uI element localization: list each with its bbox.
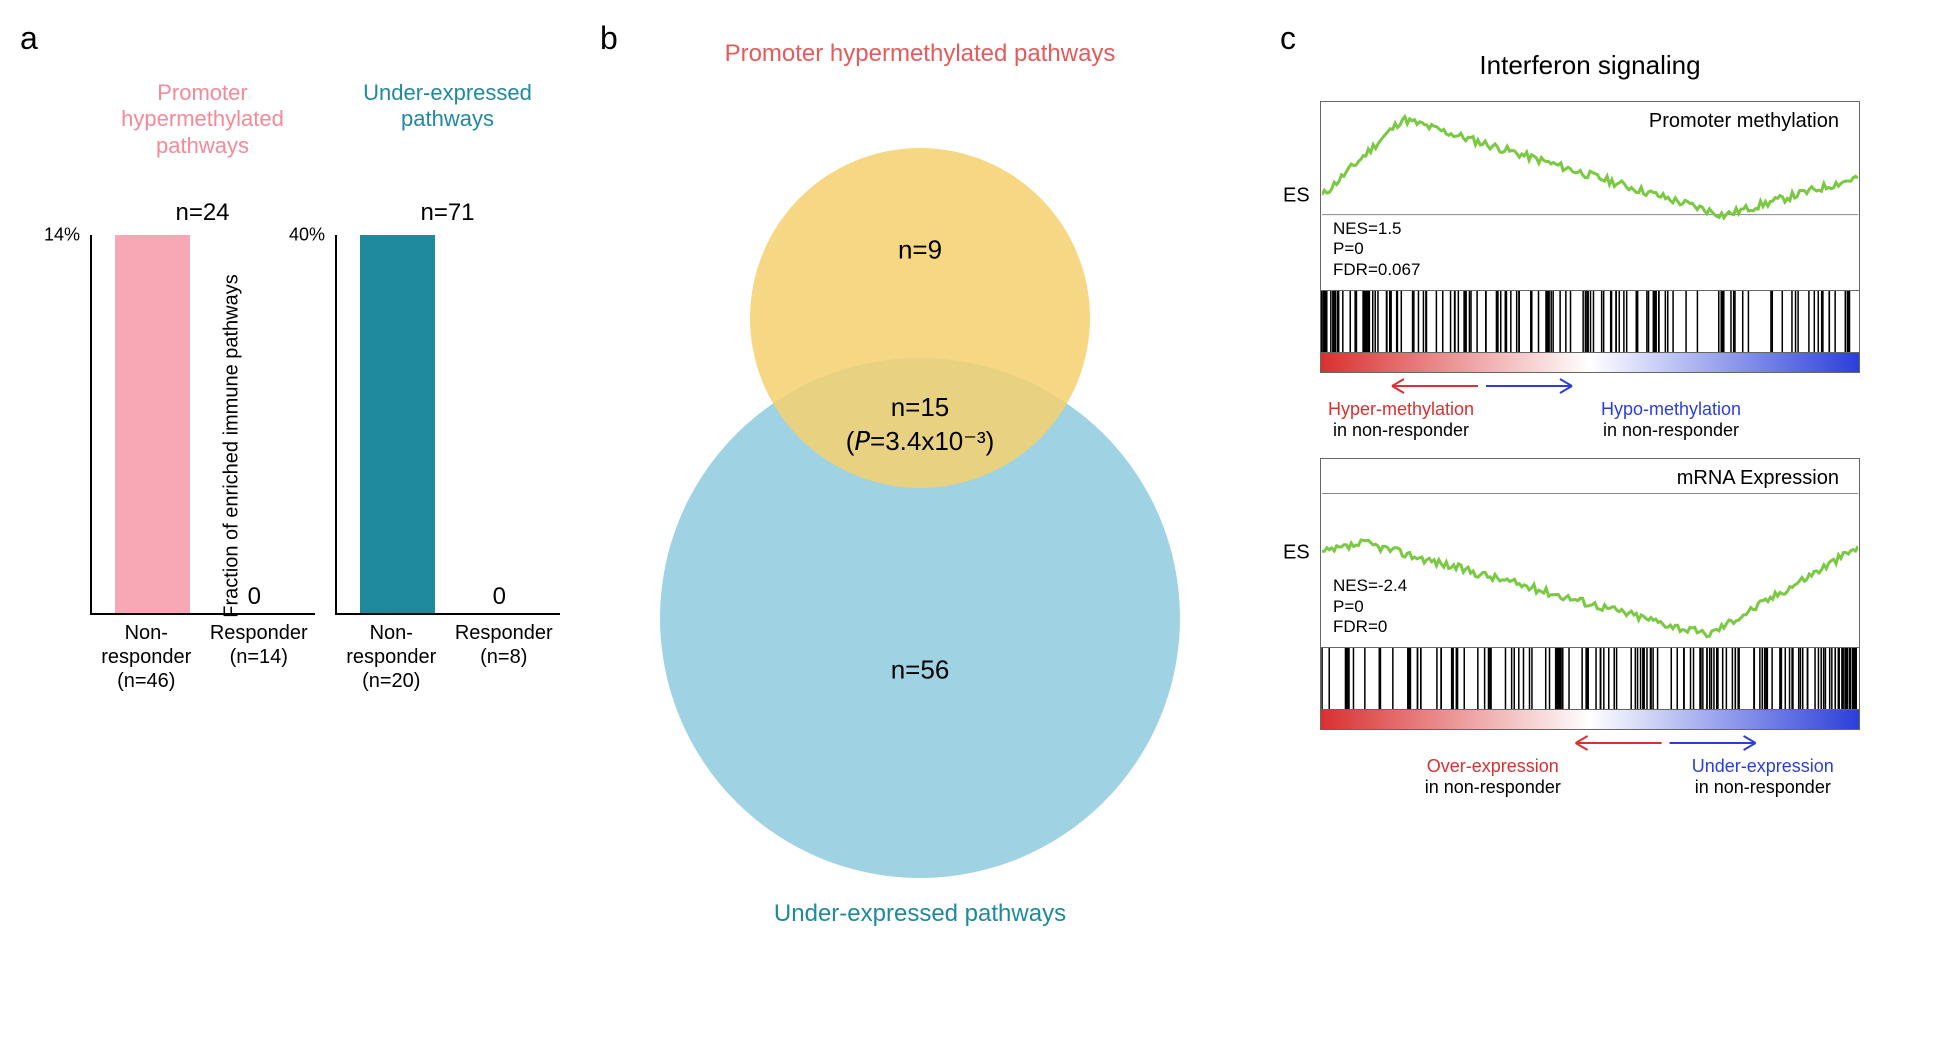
panel-a-left-zero: 0: [248, 583, 261, 611]
panel-a-left-cat2: Responder (n=14): [209, 621, 309, 693]
panel-c-title: Interferon signaling: [1280, 50, 1900, 81]
venn-title-top: Promoter hypermethylated pathways: [600, 40, 1240, 68]
panel-a-right-chart: n=71 40% 0 Non-responder (n=20) Responde…: [335, 199, 560, 693]
panel-a-left-cat1: Non-responder (n=46): [96, 621, 196, 693]
panel-a-right-ytick: 40%: [289, 225, 325, 246]
gsea-arrows-1: [1320, 732, 1860, 754]
gsea-es-label-1: ES: [1283, 542, 1310, 565]
panel-c: c Interferon signaling Promoter methylat…: [1280, 20, 1900, 1039]
panel-a-right-title: Under-expressed pathways: [335, 80, 560, 159]
panel-a-right-bar1: [360, 235, 435, 613]
venn-overlap-n: n=15: [891, 392, 950, 422]
gsea-stats-0: NES=1.5P=0FDR=0.067: [1333, 219, 1420, 280]
gsea-running-1: mRNA ExpressionESNES=-2.4P=0FDR=0: [1320, 458, 1860, 648]
panel-a-right-n: n=71: [335, 199, 560, 227]
panel-a-left-n: n=24: [90, 199, 315, 227]
panel-a-left-title: Promoter hypermethylated pathways: [90, 80, 315, 159]
panel-a-right-zero: 0: [493, 583, 506, 611]
panel-b: b Promoter hypermethylated pathways n=9 …: [600, 20, 1240, 1039]
panel-a-left-chart: n=24 14% 0 Non-responder (n=46) Responde…: [90, 199, 315, 693]
gsea-legend-0: Hyper-methylationin non-responderHypo-me…: [1320, 399, 1860, 440]
figure: a Promoter hypermethylated pathways Unde…: [20, 20, 1926, 1039]
gsea-plot-1: mRNA ExpressionESNES=-2.4P=0FDR=0 Over-ex…: [1320, 458, 1860, 797]
gsea-running-0: Promoter methylationESNES=1.5P=0FDR=0.06…: [1320, 101, 1860, 291]
gsea-plots-container: Promoter methylation ES NES=1.5P=0FDR=0.06…: [1280, 101, 1900, 798]
venn-overlap-p: (𝘗=3.4x10⁻³): [846, 426, 995, 456]
gsea-legend-1: Over-expressionin non-responderUnder-exp…: [1320, 756, 1860, 797]
gsea-plot-0: Promoter methylationESNES=1.5P=0FDR=0.06…: [1320, 101, 1860, 440]
venn-overlap-label: n=15 (𝘗=3.4x10⁻³): [846, 391, 995, 459]
venn-title-bottom: Under-expressed pathways: [600, 900, 1240, 928]
gsea-gradient-1: [1320, 710, 1860, 730]
gsea-subtitle-1: mRNA Expression: [1677, 467, 1839, 490]
venn-svg: [600, 68, 1240, 888]
panel-a-left-bar1: [115, 235, 190, 613]
gsea-hits-1: [1320, 648, 1860, 710]
panel-a-left-ytick: 14%: [44, 225, 80, 246]
gsea-subtitle-0: Promoter methylation: [1649, 110, 1839, 133]
venn-top-label: n=9: [898, 235, 942, 266]
venn-bottom-label: n=56: [891, 655, 950, 686]
panel-a-right-cat1: Non-responder (n=20): [341, 621, 441, 693]
panel-a-letter: a: [20, 20, 38, 57]
gsea-arrows-0: [1320, 375, 1860, 397]
gsea-hits-0: [1320, 291, 1860, 353]
gsea-stats-1: NES=-2.4P=0FDR=0: [1333, 576, 1407, 637]
gsea-es-label-0: ES: [1283, 185, 1310, 208]
panel-a-right-cat2: Responder (n=8): [454, 621, 554, 693]
panel-a: a Promoter hypermethylated pathways Unde…: [20, 20, 560, 1039]
gsea-gradient-0: [1320, 353, 1860, 373]
